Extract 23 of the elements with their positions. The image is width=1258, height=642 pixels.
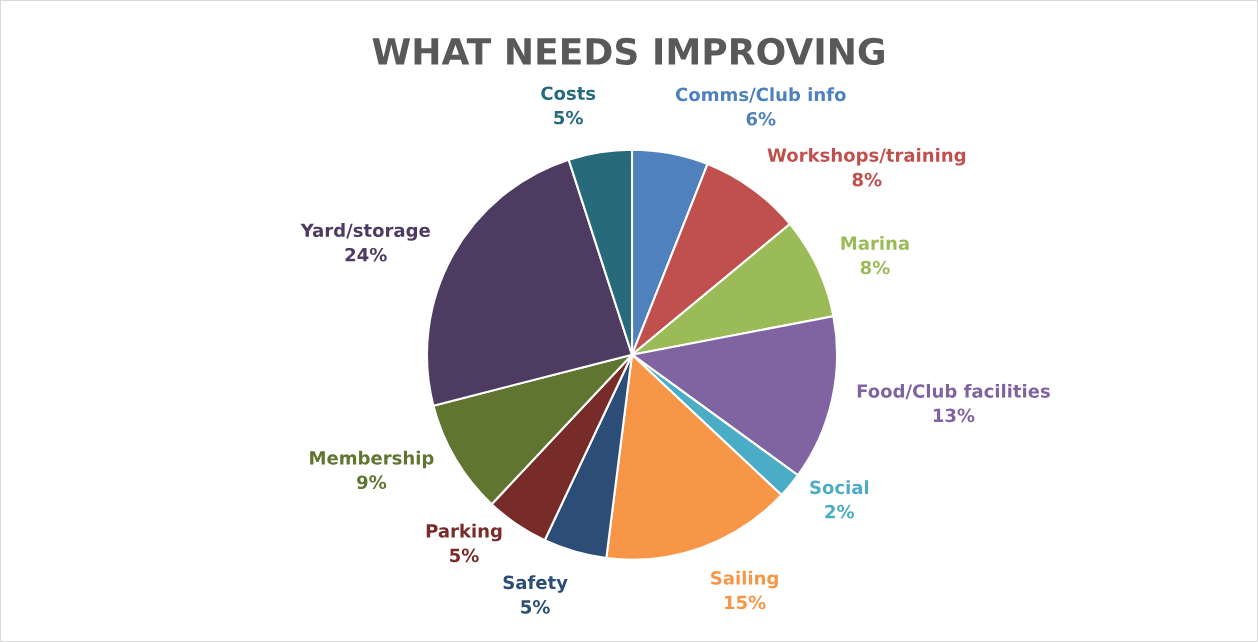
slice-label: Workshops/training (767, 147, 966, 166)
slice-label: Yard/storage (300, 223, 430, 241)
slice-label: Sailing (711, 570, 778, 589)
slice-label: Social (810, 480, 869, 495)
data-label: 8% (852, 172, 882, 187)
slice-label: Parking (426, 523, 502, 542)
chart-title: WHAT NEEDS IMPROVING (372, 37, 884, 66)
data-label: 13% (933, 408, 975, 423)
data-label: 15% (725, 595, 766, 610)
slice-label: Costs (541, 86, 596, 101)
data-label: 9% (357, 475, 387, 490)
slice-label: Comms/Club info (675, 87, 846, 103)
data-label: 5% (521, 600, 550, 614)
data-label: 8% (860, 260, 890, 275)
slice-label: Safety (503, 575, 568, 593)
data-label: 6% (746, 111, 776, 126)
slice-label: Membership (310, 450, 434, 469)
data-label: 5% (450, 548, 479, 563)
data-label: 2% (825, 504, 855, 519)
data-label: 5% (554, 110, 583, 125)
slice-label: Marina (841, 236, 909, 250)
slice-label: Food/Club facilities (857, 383, 1050, 400)
data-label: 24% (345, 247, 387, 262)
